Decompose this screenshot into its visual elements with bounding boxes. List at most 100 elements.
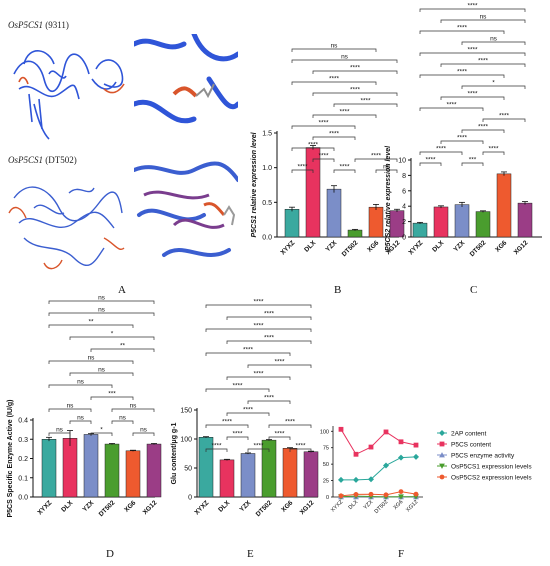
- significance-label: ****: [446, 102, 457, 109]
- y-tick-label: 0.4: [18, 418, 28, 425]
- significance-bracket: [291, 147, 335, 151]
- x-tick-label: XG6: [494, 239, 508, 253]
- significance-bracket: [226, 436, 249, 440]
- structure-title-1: OsP5CS1 (9311): [8, 20, 69, 30]
- data-point: [413, 453, 419, 460]
- x-tick-label: XG6: [392, 499, 404, 511]
- significance-label: ns: [130, 403, 138, 410]
- bar: [284, 209, 300, 238]
- y-tick-label: 0.3: [18, 437, 28, 444]
- x-tick-label: XYXZ: [330, 499, 345, 514]
- significance-label: ****: [329, 76, 340, 83]
- significance-bracket: [461, 41, 526, 45]
- significance-label: ****: [308, 142, 319, 149]
- significance-bracket: [419, 162, 442, 166]
- x-tick-label: YZX: [363, 499, 375, 511]
- y-tick-label: 100: [320, 429, 329, 435]
- x-tick-label: DLX: [217, 499, 232, 514]
- significance-bracket: [69, 372, 134, 376]
- significance-bracket: [461, 85, 526, 89]
- data-point: [338, 476, 344, 483]
- significance-bracket: [111, 408, 155, 412]
- x-tick-label: DT502: [341, 239, 360, 258]
- data-point: [368, 476, 374, 483]
- x-tick-label: DT502: [469, 239, 488, 258]
- significance-label: ****: [264, 335, 275, 342]
- x-tick-label: XG6: [280, 499, 294, 513]
- significance-bracket: [226, 412, 270, 416]
- bar: [496, 173, 512, 238]
- significance-label: ns: [480, 14, 488, 21]
- y-tick-label: 6: [402, 188, 406, 195]
- bar: [433, 206, 449, 238]
- significance-label: ****: [264, 311, 275, 318]
- significance-bracket: [132, 432, 155, 436]
- significance-bracket: [48, 384, 113, 388]
- y-tick-label: 50: [323, 462, 329, 468]
- x-tick-label: DLX: [303, 239, 318, 254]
- significance-label: ns: [98, 295, 106, 302]
- x-tick-label: XG6: [123, 499, 137, 513]
- y-tick-label: 0.0: [18, 495, 28, 502]
- significance-label: *: [100, 427, 103, 434]
- bar: [219, 459, 235, 498]
- legend-label: P5CS content: [451, 441, 491, 448]
- significance-bracket: [205, 424, 249, 428]
- data-point: [439, 441, 445, 447]
- significance-bracket: [312, 70, 398, 74]
- chart-panel-f: 0 25 50 75 100 XYXZ DLX YZX DT502 XG6 XG12 2AP cont…: [320, 426, 532, 515]
- significance-label: ****: [467, 3, 478, 10]
- significance-label: ****: [339, 164, 350, 171]
- panel-letter-a: A: [118, 284, 126, 296]
- significance-bracket: [291, 125, 356, 129]
- significance-bracket: [333, 103, 398, 107]
- x-tick-label: YZX: [82, 499, 96, 513]
- y-tick-label: 0.1: [18, 475, 28, 482]
- significance-bracket: [440, 63, 526, 67]
- legend-label: OsP5CS1 expression levels: [451, 463, 532, 470]
- significance-bracket: [312, 114, 377, 118]
- significance-label: ****: [253, 371, 264, 378]
- bar: [475, 211, 491, 238]
- significance-label: ****: [264, 395, 275, 402]
- bar: [368, 206, 384, 238]
- significance-bracket: [48, 312, 155, 316]
- series-line: [341, 456, 417, 481]
- bar: [125, 450, 141, 498]
- significance-bracket: [375, 169, 398, 173]
- significance-label: ns: [383, 164, 391, 171]
- significance-label: ns: [341, 54, 349, 61]
- significance-bracket: [226, 340, 312, 344]
- significance-label: ns: [67, 403, 75, 410]
- y-tick-label: 50: [184, 466, 192, 473]
- x-tick-label: DLX: [60, 499, 75, 514]
- significance-label: *: [111, 331, 114, 338]
- y-tick-label: 0: [326, 495, 329, 501]
- y-axis-label: P5CS2 relative expression level: [385, 145, 392, 251]
- significance-label: ns: [490, 36, 498, 43]
- significance-label: ****: [253, 443, 264, 450]
- significance-bracket: [291, 81, 377, 85]
- data-point: [353, 476, 359, 483]
- data-point: [398, 494, 404, 500]
- significance-label: ns: [88, 355, 96, 362]
- structure-variety-2: (DT502): [45, 155, 77, 165]
- data-point: [353, 492, 359, 497]
- significance-bracket: [440, 96, 505, 100]
- significance-bracket: [90, 348, 155, 352]
- x-tick-label: XG6: [366, 239, 380, 253]
- data-point: [439, 452, 445, 458]
- data-point: [398, 454, 404, 461]
- significance-bracket: [440, 140, 484, 144]
- significance-label: ****: [360, 98, 371, 105]
- significance-bracket: [482, 151, 505, 155]
- significance-label: ****: [274, 431, 285, 438]
- significance-label: ****: [295, 443, 306, 450]
- protein-structure-9311-zoom: [134, 34, 238, 134]
- significance-bracket: [205, 352, 291, 356]
- significance-label: ****: [457, 69, 468, 76]
- significance-label: ns: [119, 415, 127, 422]
- significance-bracket: [461, 162, 484, 166]
- data-point: [353, 451, 359, 457]
